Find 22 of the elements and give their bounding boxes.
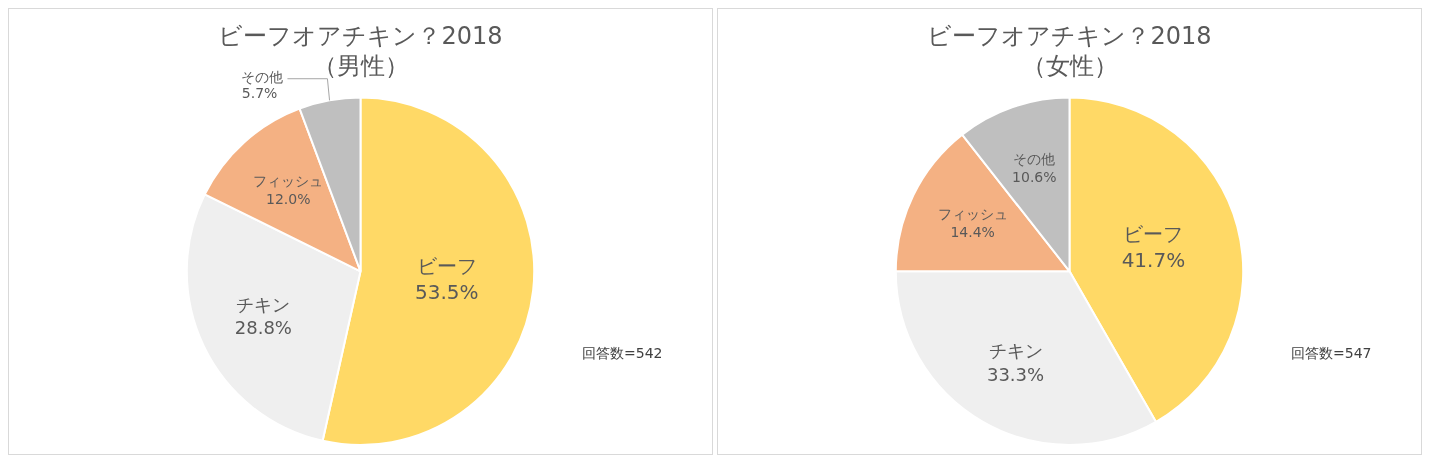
text: 回答数=547 (1291, 344, 1372, 361)
slice-label: フィッシュ (937, 205, 1008, 222)
chart-title: ビーフオアチキン？2018 (927, 21, 1212, 50)
data-label: 14.4% (950, 223, 995, 240)
slice-label: その他 (241, 69, 284, 86)
slice-label: フィッシュ (253, 172, 324, 189)
data-label: 12.0% (266, 191, 311, 208)
slice-label: チキン (236, 293, 291, 315)
chart-title: ビーフオアチキン？2018 (218, 21, 503, 50)
chart-subtitle: （男性） (312, 52, 409, 81)
data-label: 10.6% (1012, 169, 1057, 186)
slice-label: ビーフ (416, 254, 477, 279)
slice-label: その他 (1013, 151, 1056, 168)
slice-label: ビーフ (1123, 222, 1184, 247)
data-label: 33.3% (986, 363, 1045, 385)
data-label: 53.5% (415, 280, 479, 305)
slice-label: チキン (988, 340, 1043, 362)
text: 回答数=542 (582, 344, 663, 361)
data-label: 5.7% (241, 85, 278, 102)
data-label: 28.8% (234, 317, 292, 339)
chart-subtitle: （女性） (1021, 52, 1118, 81)
data-label: 41.7% (1121, 248, 1186, 273)
